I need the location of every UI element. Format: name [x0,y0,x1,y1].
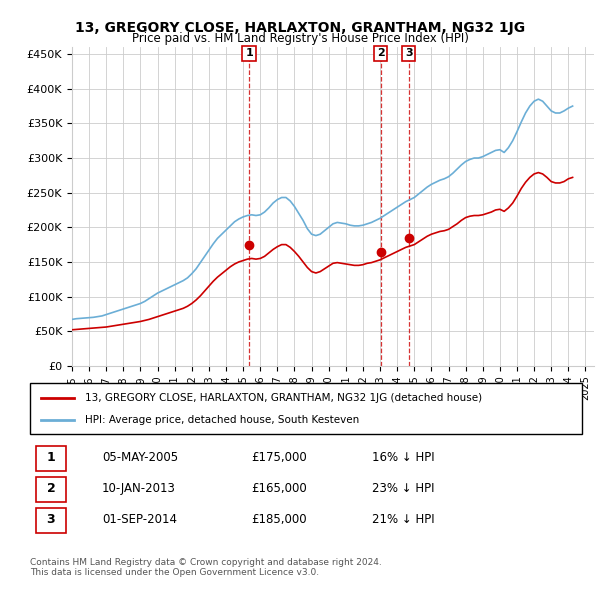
Text: £165,000: £165,000 [251,482,307,495]
Text: 1: 1 [47,451,55,464]
Text: 1: 1 [245,48,253,58]
Text: 13, GREGORY CLOSE, HARLAXTON, GRANTHAM, NG32 1JG: 13, GREGORY CLOSE, HARLAXTON, GRANTHAM, … [75,21,525,35]
Text: Price paid vs. HM Land Registry's House Price Index (HPI): Price paid vs. HM Land Registry's House … [131,32,469,45]
Text: 01-SEP-2014: 01-SEP-2014 [102,513,177,526]
Text: 10-JAN-2013: 10-JAN-2013 [102,482,176,495]
Text: 21% ↓ HPI: 21% ↓ HPI [372,513,435,526]
FancyBboxPatch shape [35,477,66,502]
Text: 13, GREGORY CLOSE, HARLAXTON, GRANTHAM, NG32 1JG (detached house): 13, GREGORY CLOSE, HARLAXTON, GRANTHAM, … [85,392,482,402]
Text: 2: 2 [377,48,385,58]
Text: 3: 3 [405,48,412,58]
Text: Contains HM Land Registry data © Crown copyright and database right 2024.
This d: Contains HM Land Registry data © Crown c… [30,558,382,577]
Text: 05-MAY-2005: 05-MAY-2005 [102,451,178,464]
FancyBboxPatch shape [30,384,582,434]
Text: 23% ↓ HPI: 23% ↓ HPI [372,482,435,495]
Text: HPI: Average price, detached house, South Kesteven: HPI: Average price, detached house, Sout… [85,415,359,425]
Text: £185,000: £185,000 [251,513,307,526]
FancyBboxPatch shape [35,445,66,471]
Text: 2: 2 [47,482,55,495]
Text: 3: 3 [47,513,55,526]
FancyBboxPatch shape [35,508,66,533]
Text: 16% ↓ HPI: 16% ↓ HPI [372,451,435,464]
Text: £175,000: £175,000 [251,451,307,464]
